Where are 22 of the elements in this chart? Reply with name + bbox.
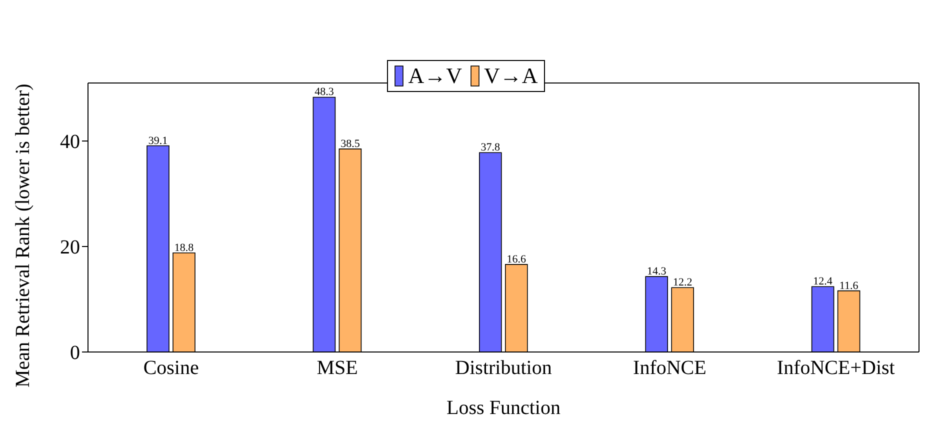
data-label: 16.6 (506, 253, 527, 266)
x-tick-label: Distribution (455, 357, 552, 380)
y-axis-title: Mean Retrieval Rank (lower is better) (12, 84, 34, 388)
data-label: 12.4 (813, 276, 833, 288)
legend-label: A→V (408, 63, 462, 89)
data-label: 12.2 (672, 276, 692, 289)
y-tick-label: 40 (60, 131, 80, 154)
y-tick-label: 0 (70, 342, 80, 364)
x-axis-title: Loss Function (446, 397, 560, 419)
data-label: 38.5 (340, 138, 360, 150)
data-label: 11.6 (839, 280, 859, 292)
data-label: 48.3 (314, 86, 334, 98)
y-tick-label: 20 (60, 236, 80, 259)
data-label: 39.1 (148, 134, 168, 147)
legend-label: V→A (484, 63, 538, 89)
x-tick-label: Cosine (143, 357, 199, 380)
data-label: 37.8 (480, 142, 501, 154)
x-tick-label: InfoNCE (633, 357, 706, 380)
data-label: 14.3 (646, 266, 667, 278)
x-tick-label: InfoNCE+Dist (776, 357, 896, 380)
data-label: 18.8 (174, 242, 194, 254)
x-tick-label: MSE (316, 357, 358, 380)
